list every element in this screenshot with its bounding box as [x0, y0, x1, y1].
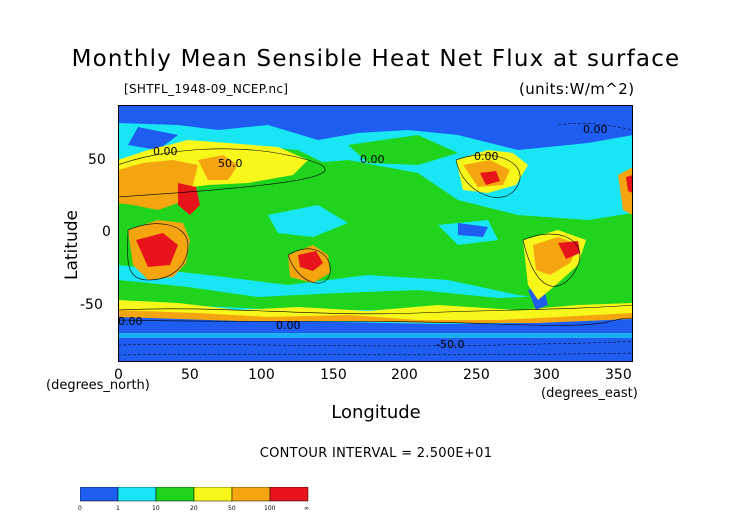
- x-unit-label: (degrees_east): [541, 386, 638, 401]
- legend-swatch-yellow: [193, 487, 233, 502]
- orange-band: [118, 310, 633, 323]
- x-tick-label: 200: [391, 367, 418, 383]
- arctic-blue: [118, 105, 633, 150]
- contour-interval-label: CONTOUR INTERVAL = 2.500E+01: [259, 446, 493, 461]
- flux-map: 0.00 50.0 0.00 0.00 0.00 0.00 0.00 -50.0: [118, 105, 633, 362]
- file-label: [SHTFL_1948-09_NCEP.nc]: [124, 82, 289, 96]
- contour-label: 0.00: [276, 319, 301, 332]
- middle-east-orange: [198, 155, 238, 180]
- north-america-red: [480, 171, 500, 185]
- blue-patch-pacific: [458, 223, 488, 237]
- x-tick-label: 0: [114, 367, 123, 383]
- legend-swatch-cyan: [117, 487, 157, 502]
- legend-tick: 10: [152, 505, 160, 512]
- contour-label: 50.0: [218, 157, 243, 170]
- map-border: [118, 105, 633, 362]
- arctic-blue-patch: [128, 127, 178, 150]
- x-tick-label: 50: [181, 367, 199, 383]
- legend-swatch-red: [269, 487, 309, 502]
- legend-bar: [80, 487, 309, 502]
- legend-tick: ∞: [304, 505, 309, 512]
- x-tick-label: 350: [605, 367, 632, 383]
- legend-tick: 0: [78, 505, 82, 512]
- x-axis-label: Longitude: [331, 402, 421, 423]
- cyan-patch: [268, 205, 348, 237]
- negative-contours: [118, 123, 633, 356]
- y-tick-label: 0: [102, 224, 111, 240]
- contour-label: 0.00: [360, 153, 385, 166]
- y-tick-label: -50: [80, 297, 103, 313]
- x-tick-label: 150: [320, 367, 347, 383]
- africa-red: [136, 233, 178, 267]
- legend-swatch-green: [155, 487, 195, 502]
- legend-tick: 20: [190, 505, 198, 512]
- south-america-red: [558, 241, 580, 259]
- antarctic-blue: [118, 317, 633, 362]
- middle-east-red: [178, 183, 200, 215]
- green-patch: [348, 135, 458, 165]
- legend-tick: 100: [264, 505, 276, 512]
- contour-label: 0.00: [474, 150, 499, 163]
- contour-label: 0.00: [583, 123, 608, 136]
- units-label: (units:W/m^2): [519, 80, 635, 98]
- y-axis-label: Latitude: [62, 210, 82, 280]
- legend-swatch-blue: [80, 487, 119, 502]
- x-tick-label: 300: [533, 367, 560, 383]
- legend-tick: 1: [116, 505, 120, 512]
- green-band: [118, 160, 633, 305]
- map-title: Monthly Mean Sensible Heat Net Flux at s…: [71, 46, 681, 72]
- antarctic-cyan-strip: [118, 333, 633, 338]
- contour-label: -50.0: [436, 338, 464, 351]
- legend-tick: 50: [228, 505, 236, 512]
- east-edge-red: [626, 175, 633, 193]
- color-legend: 0 1 10 20 50 100 ∞: [78, 487, 312, 517]
- x-tick-label: 100: [248, 367, 275, 383]
- y-tick-label: 50: [88, 152, 106, 168]
- contour-lines: [118, 148, 633, 326]
- x-tick-label: 250: [463, 367, 490, 383]
- y-unit-label: (degrees_north): [46, 378, 150, 393]
- australia-red: [298, 251, 323, 271]
- contour-label: 0.00: [153, 145, 178, 158]
- legend-swatch-orange: [231, 487, 271, 502]
- contour-label: 0.00: [118, 315, 143, 328]
- green-patch: [118, 280, 633, 315]
